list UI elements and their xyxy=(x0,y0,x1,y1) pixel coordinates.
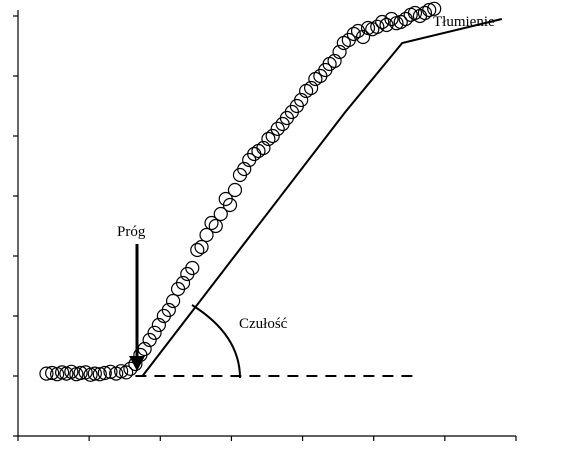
data-point xyxy=(194,239,209,255)
threshold-arrow-head xyxy=(129,356,145,371)
data-point xyxy=(204,215,219,231)
data-point xyxy=(119,365,134,380)
data-point xyxy=(304,80,319,96)
fit-line xyxy=(141,18,503,377)
data-point xyxy=(69,367,84,382)
data-point xyxy=(265,128,280,144)
data-point xyxy=(45,365,60,381)
data-point xyxy=(165,293,181,309)
data-point xyxy=(39,366,54,381)
data-point xyxy=(251,143,266,159)
data-point xyxy=(370,19,385,34)
data-point xyxy=(261,131,276,147)
data-point xyxy=(73,365,88,381)
data-point xyxy=(227,182,243,198)
data-point xyxy=(422,2,437,18)
y-ticks xyxy=(13,15,18,437)
data-point xyxy=(190,242,205,258)
data-point xyxy=(375,14,390,30)
sensitivity-angle-arc xyxy=(191,304,241,379)
data-point xyxy=(185,260,200,276)
x-ticks xyxy=(17,436,517,441)
data-point xyxy=(208,218,223,234)
data-point xyxy=(355,29,371,45)
threshold-label: Próg xyxy=(117,224,146,240)
sensitivity-label: Czułość xyxy=(239,316,288,332)
data-point xyxy=(213,206,228,222)
data-point xyxy=(142,332,157,348)
annotation-lines xyxy=(135,18,503,377)
data-point xyxy=(87,366,102,381)
data-point xyxy=(199,227,214,243)
data-point xyxy=(161,302,176,318)
data-point xyxy=(147,325,162,340)
data-point xyxy=(256,140,271,156)
data-point xyxy=(327,53,342,69)
data-point xyxy=(427,1,442,16)
data-points xyxy=(39,1,442,382)
data-point xyxy=(417,5,433,21)
data-point xyxy=(97,365,112,381)
data-point xyxy=(270,121,285,136)
data-point xyxy=(384,11,399,27)
data-point xyxy=(151,317,166,333)
data-point xyxy=(103,364,118,379)
data-point xyxy=(346,26,361,42)
data-point xyxy=(237,161,252,177)
data-point xyxy=(412,8,428,24)
data-point xyxy=(294,92,309,108)
data-point xyxy=(175,275,191,291)
data-point xyxy=(332,44,347,60)
saturation-label: Tłumienie xyxy=(433,14,495,30)
data-point xyxy=(114,364,129,379)
data-point xyxy=(222,197,238,213)
data-point xyxy=(92,367,107,382)
